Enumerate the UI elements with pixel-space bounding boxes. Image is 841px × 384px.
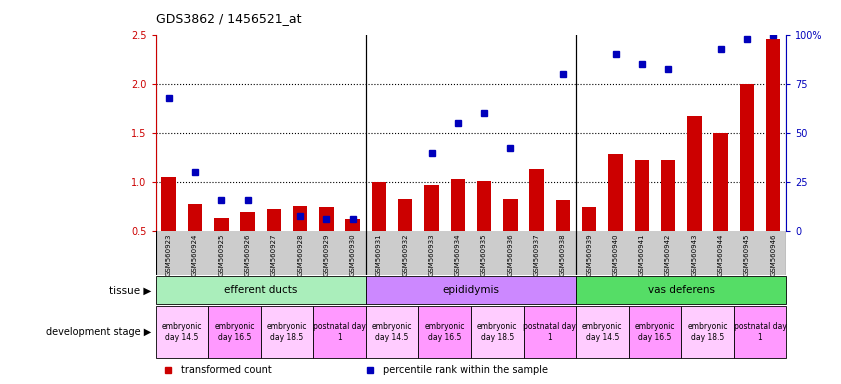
Bar bbox=[556, 200, 570, 231]
Text: GSM560926: GSM560926 bbox=[245, 233, 251, 276]
Bar bbox=[320, 207, 334, 231]
Bar bbox=[241, 212, 255, 231]
Bar bbox=[346, 219, 360, 231]
Text: GSM560944: GSM560944 bbox=[717, 233, 723, 276]
Bar bbox=[713, 133, 727, 231]
Bar bbox=[156, 276, 366, 304]
Text: GSM560935: GSM560935 bbox=[481, 233, 487, 276]
Bar bbox=[523, 306, 576, 358]
Text: GSM560927: GSM560927 bbox=[271, 233, 277, 276]
Bar bbox=[608, 154, 622, 231]
Bar bbox=[635, 161, 649, 231]
Text: GSM560940: GSM560940 bbox=[612, 233, 618, 276]
Bar bbox=[366, 306, 419, 358]
Text: embryonic
day 18.5: embryonic day 18.5 bbox=[477, 322, 517, 342]
Text: GSM560939: GSM560939 bbox=[586, 233, 592, 276]
Bar bbox=[209, 306, 261, 358]
Text: postnatal day
1: postnatal day 1 bbox=[313, 322, 366, 342]
Bar bbox=[372, 182, 386, 231]
Bar bbox=[267, 209, 281, 231]
Text: GSM560925: GSM560925 bbox=[219, 233, 225, 276]
Text: GDS3862 / 1456521_at: GDS3862 / 1456521_at bbox=[156, 12, 301, 25]
Text: embryonic
day 16.5: embryonic day 16.5 bbox=[635, 322, 675, 342]
Bar bbox=[576, 306, 628, 358]
Text: epididymis: epididymis bbox=[442, 285, 500, 295]
Bar bbox=[188, 204, 202, 231]
Bar bbox=[661, 161, 675, 231]
Text: embryonic
day 14.5: embryonic day 14.5 bbox=[161, 322, 202, 342]
Bar bbox=[419, 306, 471, 358]
Bar bbox=[293, 205, 307, 231]
Bar bbox=[681, 306, 733, 358]
Bar bbox=[214, 218, 229, 231]
Bar bbox=[366, 276, 576, 304]
Text: GSM560933: GSM560933 bbox=[429, 233, 435, 276]
Text: GSM560931: GSM560931 bbox=[376, 233, 382, 276]
Bar bbox=[733, 306, 786, 358]
Text: postnatal day
1: postnatal day 1 bbox=[733, 322, 786, 342]
Bar bbox=[161, 177, 176, 231]
Text: GSM560930: GSM560930 bbox=[350, 233, 356, 276]
Text: embryonic
day 16.5: embryonic day 16.5 bbox=[425, 322, 465, 342]
Text: percentile rank within the sample: percentile rank within the sample bbox=[383, 364, 547, 375]
Bar bbox=[582, 207, 596, 231]
Bar bbox=[313, 306, 366, 358]
Bar bbox=[766, 40, 780, 231]
Bar bbox=[503, 199, 517, 231]
Text: GSM560928: GSM560928 bbox=[297, 233, 303, 276]
Text: GSM560943: GSM560943 bbox=[691, 233, 697, 276]
Text: efferent ducts: efferent ducts bbox=[224, 285, 298, 295]
Bar bbox=[261, 306, 313, 358]
Text: embryonic
day 16.5: embryonic day 16.5 bbox=[214, 322, 255, 342]
Text: GSM560937: GSM560937 bbox=[534, 233, 540, 276]
Bar bbox=[477, 181, 491, 231]
Bar bbox=[471, 306, 523, 358]
Bar bbox=[687, 116, 701, 231]
Text: embryonic
day 14.5: embryonic day 14.5 bbox=[372, 322, 412, 342]
Bar bbox=[530, 169, 544, 231]
Text: GSM560929: GSM560929 bbox=[324, 233, 330, 276]
Text: GSM560932: GSM560932 bbox=[402, 233, 408, 276]
Text: embryonic
day 18.5: embryonic day 18.5 bbox=[687, 322, 727, 342]
Text: GSM560923: GSM560923 bbox=[166, 233, 172, 276]
Bar bbox=[451, 179, 465, 231]
Text: development stage ▶: development stage ▶ bbox=[46, 327, 151, 337]
Text: GSM560946: GSM560946 bbox=[770, 233, 776, 276]
Text: tissue ▶: tissue ▶ bbox=[109, 285, 151, 295]
Text: GSM560945: GSM560945 bbox=[744, 233, 750, 276]
Text: GSM560942: GSM560942 bbox=[665, 233, 671, 276]
Text: vas deferens: vas deferens bbox=[648, 285, 715, 295]
Text: transformed count: transformed count bbox=[181, 364, 272, 375]
Text: GSM560924: GSM560924 bbox=[192, 233, 198, 276]
Text: GSM560938: GSM560938 bbox=[560, 233, 566, 276]
Bar bbox=[398, 199, 412, 231]
Text: postnatal day
1: postnatal day 1 bbox=[523, 322, 576, 342]
Text: GSM560934: GSM560934 bbox=[455, 233, 461, 276]
Bar bbox=[628, 306, 681, 358]
Bar bbox=[425, 185, 439, 231]
Text: GSM560936: GSM560936 bbox=[507, 233, 513, 276]
Text: embryonic
day 14.5: embryonic day 14.5 bbox=[582, 322, 622, 342]
Text: embryonic
day 18.5: embryonic day 18.5 bbox=[267, 322, 307, 342]
Bar bbox=[156, 306, 209, 358]
Text: GSM560941: GSM560941 bbox=[639, 233, 645, 276]
Bar bbox=[576, 276, 786, 304]
Bar bbox=[740, 84, 754, 231]
